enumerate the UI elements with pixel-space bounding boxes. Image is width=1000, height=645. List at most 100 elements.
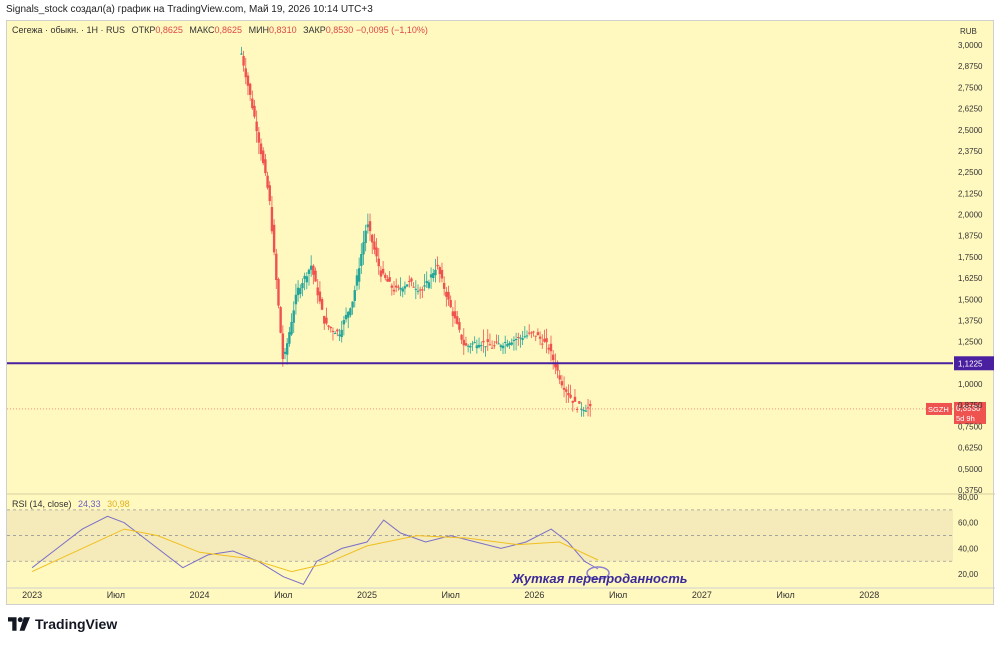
candle-body [338, 334, 341, 337]
chart-header: Signals_stock создал(а) график на Tradin… [6, 4, 373, 15]
candle-body [244, 68, 247, 78]
candle-body [344, 314, 348, 320]
tradingview-icon [8, 617, 30, 631]
candle-body [386, 278, 389, 282]
candle-body [490, 347, 494, 349]
candle-body [571, 400, 574, 403]
candle-body [399, 287, 402, 290]
candle-body [259, 143, 263, 155]
candle-body [438, 267, 441, 275]
low-value: 0,8310 [269, 25, 297, 35]
candle-body [303, 275, 306, 279]
price-tick-label: 2,7500 [958, 83, 983, 92]
candle-body [554, 362, 557, 368]
price-tick-label: 0,7500 [958, 422, 983, 431]
candle-body [342, 320, 346, 325]
candle-body [277, 279, 280, 306]
candle-body [525, 335, 529, 337]
time-tick-label: 2023 [22, 590, 42, 600]
candle-body [573, 396, 577, 402]
price-tick-label: 1,5000 [958, 295, 983, 304]
candle-body [294, 294, 298, 305]
candle-body [368, 221, 372, 232]
time-tick-label: 2027 [692, 590, 712, 600]
candle-body [336, 329, 339, 332]
candle-body [357, 268, 361, 282]
price-tick-label: 1,2500 [958, 338, 983, 347]
candle-body [351, 301, 354, 308]
candle-body [477, 344, 481, 348]
candle-body [316, 287, 319, 296]
support-level-tag [954, 356, 994, 371]
candle-body [408, 280, 411, 282]
candle-body [456, 316, 459, 324]
open-label: ОТКР [131, 25, 156, 35]
price-tick-label: 1,3750 [958, 316, 983, 325]
price-tick-label: 2,1250 [958, 189, 983, 198]
candle-body [565, 389, 568, 392]
candle-body [329, 326, 332, 329]
candle-body [312, 265, 315, 275]
candle-body [527, 332, 531, 334]
candle-body [471, 343, 474, 345]
candle-body [290, 322, 293, 335]
candle-body [473, 342, 476, 344]
rsi-legend: RSI (14, close) 24,33 30,98 [12, 499, 130, 509]
ticker-label: SGZH [928, 405, 949, 414]
candle-body [547, 347, 551, 350]
candle-body [262, 150, 265, 164]
countdown-label: 5d 9h [956, 414, 975, 423]
candle-body [495, 341, 498, 343]
candle-body [429, 274, 433, 278]
candle-body [512, 339, 516, 341]
candle-body [488, 344, 492, 346]
time-tick-label: 2028 [859, 590, 879, 600]
symbol-label: Сегежа · обыкн. · 1Н · RUS [12, 25, 126, 35]
candle-body [536, 332, 540, 336]
candle-body [366, 224, 370, 228]
candle-body [388, 277, 391, 282]
candle-body [582, 409, 585, 412]
price-tick-label: 2,2500 [958, 168, 983, 177]
rsi-ma-value: 30,98 [107, 499, 130, 509]
price-tick-label: 2,5000 [958, 126, 983, 135]
candle-body [508, 342, 511, 346]
price-tick-label: 0,8750 [958, 401, 983, 410]
candle-body [320, 299, 324, 310]
candle-body [410, 278, 413, 282]
candle-body [296, 287, 300, 296]
change-value: −0,0095 (−1,10%) [355, 25, 428, 35]
candle-body [270, 207, 274, 232]
candle-body [403, 286, 407, 289]
candle-body [475, 345, 479, 349]
close-label: ЗАКР [303, 25, 326, 35]
candle-body [268, 185, 271, 202]
rsi-tick-label: 40,00 [958, 544, 979, 553]
price-tick-label: 1,0000 [958, 380, 983, 389]
candle-body [375, 247, 378, 257]
candle-body [506, 343, 509, 347]
candle-body [434, 269, 437, 276]
candle-body [469, 345, 472, 348]
rsi-tick-label: 60,00 [958, 519, 979, 528]
candle-body [460, 334, 463, 340]
price-legend: Сегежа · обыкн. · 1Н · RUS ОТКР0,8625 МА… [12, 25, 428, 35]
candle-body [418, 289, 422, 291]
candle-body [333, 333, 337, 335]
candle-body [251, 98, 254, 109]
candle-body [523, 336, 527, 338]
candle-body [275, 253, 278, 281]
open-value: 0,8625 [155, 25, 183, 35]
candle-body [534, 335, 537, 337]
oversold-circle [586, 566, 610, 580]
price-tick-label: 0,5000 [958, 465, 983, 474]
candle-body [288, 332, 291, 344]
candle-body [580, 408, 583, 410]
tradingview-logo[interactable]: TradingView [8, 616, 117, 632]
time-tick-label: 2025 [357, 590, 377, 600]
candle-body [504, 341, 507, 343]
candle-body [253, 105, 256, 117]
candle-body [578, 401, 581, 404]
candle-body [355, 275, 359, 286]
